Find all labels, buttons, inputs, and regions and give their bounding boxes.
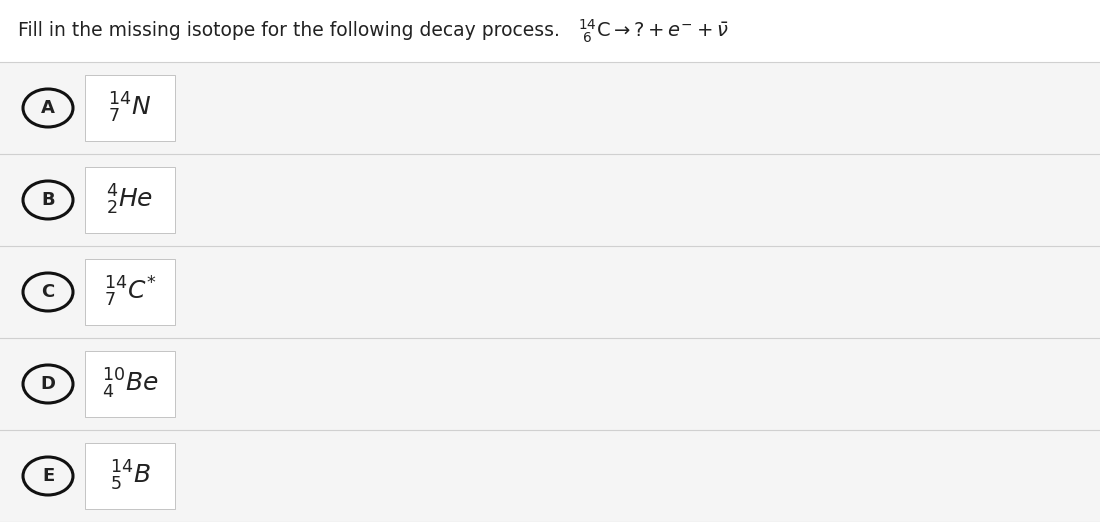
Text: C: C (42, 283, 55, 301)
FancyBboxPatch shape (0, 0, 1100, 62)
FancyBboxPatch shape (85, 167, 175, 233)
FancyBboxPatch shape (85, 75, 175, 141)
FancyBboxPatch shape (85, 443, 175, 509)
FancyBboxPatch shape (0, 338, 1100, 430)
Text: D: D (41, 375, 55, 393)
FancyBboxPatch shape (85, 351, 175, 417)
FancyBboxPatch shape (0, 430, 1100, 522)
Text: $^{4}_{2}\mathit{He}$: $^{4}_{2}\mathit{He}$ (107, 183, 154, 217)
Text: B: B (41, 191, 55, 209)
FancyBboxPatch shape (0, 62, 1100, 154)
FancyBboxPatch shape (85, 259, 175, 325)
Text: E: E (42, 467, 54, 485)
Text: $^{14}_{7}\mathit{C}^{*}$: $^{14}_{7}\mathit{C}^{*}$ (103, 275, 156, 309)
FancyBboxPatch shape (0, 154, 1100, 246)
Text: $^{14}_{7}\mathit{N}$: $^{14}_{7}\mathit{N}$ (109, 91, 152, 125)
Text: $\mathregular{^{14}_{\ 6}C}$$\rightarrow ?+e^{-}+\bar{\nu}$: $\mathregular{^{14}_{\ 6}C}$$\rightarrow… (578, 17, 729, 45)
Text: $^{10}_{4}\mathit{Be}$: $^{10}_{4}\mathit{Be}$ (101, 367, 158, 401)
FancyBboxPatch shape (0, 246, 1100, 338)
Text: Fill in the missing isotope for the following decay process.: Fill in the missing isotope for the foll… (18, 21, 560, 41)
Text: A: A (41, 99, 55, 117)
Text: $^{14}_{5}\mathit{B}$: $^{14}_{5}\mathit{B}$ (110, 459, 151, 493)
